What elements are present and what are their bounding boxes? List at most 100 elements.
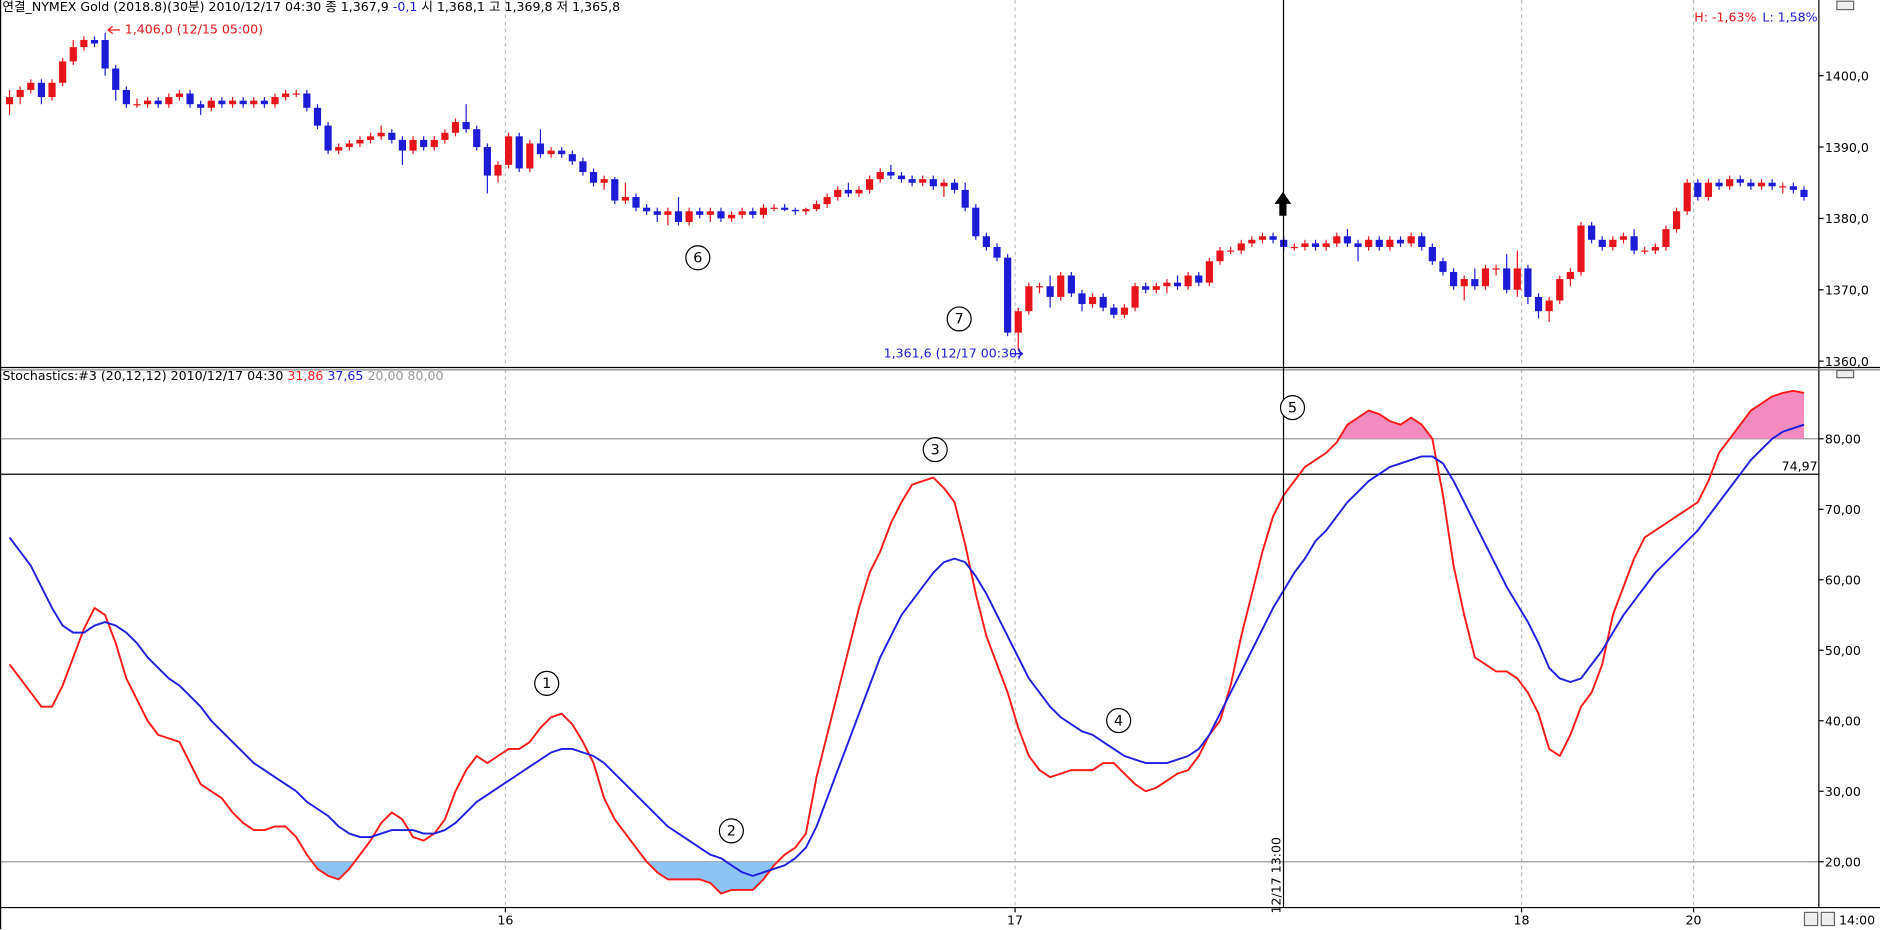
candle-body: [653, 211, 661, 215]
candle-body: [1365, 239, 1373, 247]
candle-body: [345, 143, 353, 148]
candle-body: [1269, 236, 1277, 240]
candle-body: [1577, 225, 1585, 272]
candle-body: [335, 147, 343, 151]
candle-body: [664, 211, 672, 215]
candle-body: [1142, 286, 1150, 290]
info-change: -0,1: [393, 0, 418, 14]
candle-body: [600, 179, 608, 183]
candle-body: [632, 196, 640, 208]
candle-body: [982, 236, 991, 247]
candle-body: [1258, 236, 1267, 240]
candle-body: [1184, 275, 1192, 287]
candle-body: [398, 139, 407, 151]
candle-body: [1789, 186, 1797, 190]
candle-body: [313, 107, 322, 126]
candle-body: [303, 93, 311, 108]
marker: 2: [718, 818, 744, 844]
marker-label: 4: [1114, 713, 1123, 729]
candle-body: [536, 143, 545, 155]
y-tick-label: 1360,0: [1825, 354, 1869, 369]
candle-body: [1503, 268, 1511, 290]
candle-body: [1099, 296, 1107, 308]
candle-body: [1726, 179, 1734, 187]
candle-body: [1396, 239, 1405, 244]
y-tick-label: 1390,0: [1825, 140, 1869, 155]
candle-body: [1619, 236, 1628, 240]
candle-body: [919, 179, 927, 183]
legend-d: 37,65: [327, 368, 363, 383]
candle-body: [1545, 300, 1553, 312]
candle-body: [1088, 296, 1097, 305]
candle-body: [770, 207, 778, 209]
candle-body: [1683, 182, 1691, 212]
candle-body: [1428, 246, 1436, 262]
candle-body: [547, 150, 555, 155]
candle-body: [1609, 239, 1617, 247]
marker: 3: [922, 437, 948, 463]
marker-label: 1: [542, 676, 551, 692]
candle-body: [727, 214, 736, 219]
candle-body: [1311, 243, 1320, 247]
candle-body: [388, 132, 396, 140]
candle-body: [1035, 286, 1044, 288]
candle-body: [791, 209, 799, 212]
candle-body: [1078, 293, 1086, 305]
candle-body: [1534, 296, 1543, 312]
marker-label: 2: [727, 824, 736, 840]
window-button[interactable]: [1836, 369, 1855, 379]
window-button[interactable]: [1836, 0, 1855, 11]
marker-label: 6: [693, 251, 702, 267]
candle-body: [1237, 243, 1245, 251]
marker: 6: [685, 245, 711, 271]
crosshair-time: 12/17 13:00: [1269, 837, 1284, 913]
candle-body: [483, 147, 491, 176]
candle-body: [282, 93, 290, 98]
candle-body: [738, 211, 746, 215]
candle-body: [165, 97, 173, 105]
candle-body: [1067, 275, 1075, 294]
candle-body: [802, 209, 810, 212]
candle-body: [1492, 268, 1500, 270]
candle-body: [940, 182, 948, 187]
candle-body: [505, 136, 513, 165]
high-label: 1,406,0 (12/15 05:00): [125, 22, 263, 37]
candle-body: [1641, 250, 1649, 252]
y-tick-label: 50,00: [1825, 643, 1861, 658]
candle-body: [430, 139, 438, 148]
y-tick-label: 1400,0: [1825, 68, 1869, 83]
y-tick-label: 30,00: [1825, 784, 1861, 799]
candle-body: [706, 211, 714, 215]
candle-body: [1163, 282, 1171, 287]
zoom-button[interactable]: [1803, 911, 1819, 927]
low-change: L: 1,58%: [1762, 10, 1817, 25]
candle-body: [1343, 236, 1352, 244]
candle-body: [1120, 307, 1129, 315]
y-tick-label: 1380,0: [1825, 211, 1869, 226]
low-label: 1,361,6 (12/17 00:30): [884, 345, 1022, 360]
candle-body: [866, 179, 874, 190]
candle-body: [685, 211, 693, 222]
x-tick-label: 20: [1686, 912, 1702, 927]
candle-body: [621, 196, 629, 201]
candle-body: [887, 172, 895, 176]
candle-body: [1779, 186, 1787, 188]
legend-k: 31,86: [287, 368, 323, 383]
marker: 1: [534, 670, 560, 696]
candle-body: [197, 104, 205, 108]
x-tick-label: 17: [1007, 912, 1023, 927]
candle-body: [228, 100, 237, 105]
candle-body: [1004, 257, 1012, 333]
candle-body: [1481, 268, 1490, 287]
candle-body: [441, 132, 449, 140]
candle-body: [1704, 182, 1713, 197]
candle-body: [48, 82, 56, 98]
search-button[interactable]: [1820, 911, 1836, 927]
candle-body: [1747, 182, 1755, 187]
candle-body: [1290, 246, 1298, 249]
candle-body: [377, 132, 385, 137]
candle-body: [1354, 243, 1362, 247]
candle-body: [1460, 279, 1468, 287]
candle-body: [1439, 261, 1447, 272]
marker-label: 7: [955, 312, 964, 328]
